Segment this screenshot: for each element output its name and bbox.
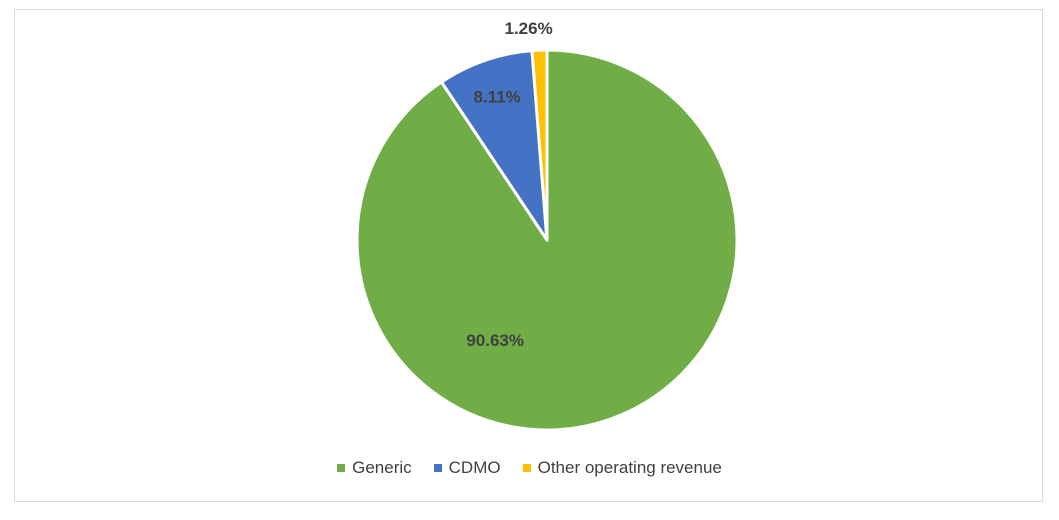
legend-swatch-other-operating-revenue: [522, 464, 531, 472]
data-label-cdmo: 8.11%: [474, 87, 521, 106]
legend: Generic CDMO Other operating revenue: [0, 458, 1059, 478]
legend-item-generic: Generic: [337, 458, 412, 478]
legend-item-other-operating-revenue: Other operating revenue: [522, 458, 722, 478]
legend-swatch-cdmo: [433, 464, 442, 472]
legend-item-cdmo: CDMO: [433, 458, 501, 478]
data-label-generic: 90.63%: [466, 331, 524, 350]
legend-label-cdmo: CDMO: [448, 458, 501, 477]
legend-swatch-generic: [337, 464, 346, 472]
pie-slice-cdmo: [439, 49, 549, 242]
legend-label-generic: Generic: [352, 458, 412, 477]
data-label-other-operating-revenue: 1.26%: [505, 19, 553, 38]
pie-slice-other-operating-revenue: [530, 48, 549, 242]
legend-label-other-operating-revenue: Other operating revenue: [537, 458, 722, 477]
